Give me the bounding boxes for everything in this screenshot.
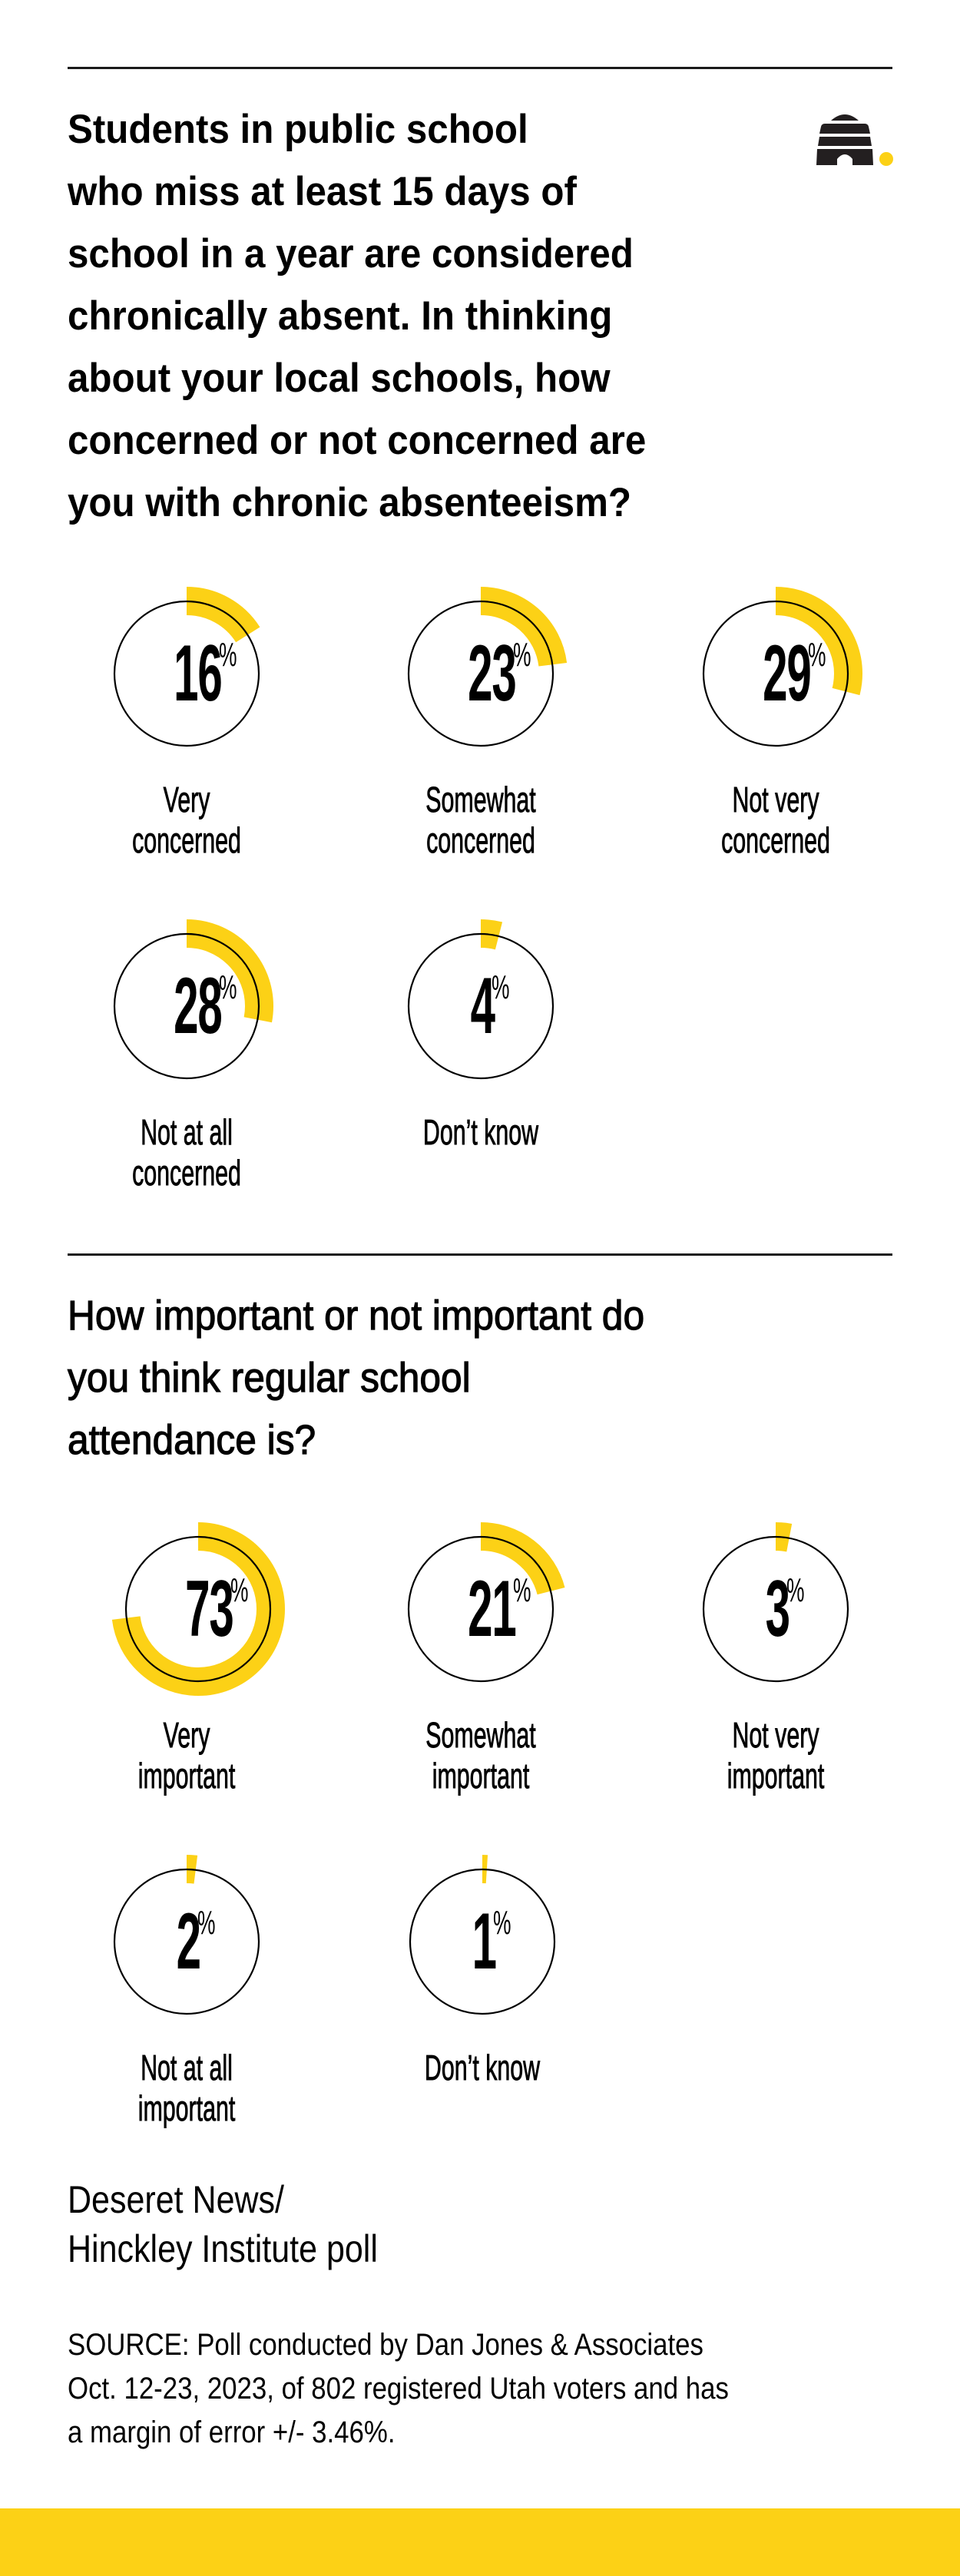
result-label: Somewhat concerned [425, 780, 536, 861]
ring-outline [702, 600, 849, 747]
percent-number: 21 [468, 1564, 517, 1654]
percent-ring: 16% [94, 581, 279, 766]
percent-sign: % [512, 1571, 531, 1609]
percent-sign: % [230, 1571, 249, 1609]
result-label: Very concerned [132, 780, 241, 861]
percent-number: 2 [176, 1897, 201, 1986]
percent-sign: % [218, 636, 237, 674]
percent-number: 29 [763, 629, 812, 718]
percent-number: 3 [765, 1564, 790, 1654]
percent-sign: % [492, 1904, 511, 1942]
result-label: Don’t know [424, 2048, 541, 2088]
percent-number: 23 [468, 629, 517, 718]
percent-sign: % [491, 968, 510, 1006]
percent-value: 2% [94, 1897, 279, 1986]
percent-value: 29% [684, 629, 868, 718]
result-label: Not at all important [137, 2048, 236, 2129]
percent-sign: % [197, 1904, 216, 1942]
result-label: Don’t know [422, 1112, 539, 1153]
result-dont-know-2: 1% Don’t know [359, 1849, 605, 2088]
percent-value: 4% [389, 962, 573, 1051]
result-not-very-important: 3% Not very important [653, 1517, 899, 1796]
result-not-at-all-important: 2% Not at all important [64, 1849, 310, 2129]
percent-ring: 28% [94, 914, 279, 1098]
percent-sign: % [807, 636, 826, 674]
ring-outline [124, 1535, 272, 1683]
question-1-heading: Students in public school who miss at le… [68, 107, 647, 525]
percent-number: 4 [470, 962, 495, 1051]
ring-outline [407, 932, 554, 1080]
percent-ring: 1% [390, 1849, 574, 2034]
percent-value: 21% [389, 1564, 573, 1654]
percent-value: 28% [94, 962, 279, 1051]
logo-dot [879, 152, 893, 166]
result-not-at-all-concerned: 28% Not at all concerned [64, 914, 310, 1194]
ring-outline [407, 1535, 554, 1683]
percent-value: 73% [106, 1564, 290, 1654]
source-note: SOURCE: Poll conducted by Dan Jones & As… [68, 2328, 729, 2449]
result-somewhat-concerned: 23% Somewhat concerned [358, 581, 604, 861]
result-somewhat-important: 21% Somewhat important [358, 1517, 604, 1796]
percent-sign: % [218, 968, 237, 1006]
ring-outline [407, 600, 554, 747]
percent-value: 1% [390, 1897, 574, 1986]
percent-sign: % [786, 1571, 805, 1609]
result-label: Somewhat important [425, 1715, 536, 1796]
percent-number: 1 [472, 1897, 497, 1986]
beehive-logo-icon [816, 114, 893, 166]
percent-number: 73 [185, 1564, 234, 1654]
result-label: Not at all concerned [132, 1112, 241, 1194]
result-very-concerned: 16% Very concerned [64, 581, 310, 861]
result-label: Not very important [727, 1715, 825, 1796]
ring-outline [702, 1535, 849, 1683]
ring-outline [409, 1868, 556, 2015]
result-not-very-concerned: 29% Not very concerned [653, 581, 899, 861]
percent-number: 16 [174, 629, 223, 718]
percent-ring: 21% [389, 1517, 573, 1701]
percent-ring: 3% [684, 1517, 868, 1701]
top-divider [68, 67, 892, 69]
percent-ring: 4% [389, 914, 573, 1098]
percent-ring: 73% [106, 1517, 290, 1701]
question-2-heading: How important or not important do you th… [67, 1292, 645, 1463]
ring-outline [113, 932, 260, 1080]
percent-value: 23% [389, 629, 573, 718]
percent-value: 16% [94, 629, 279, 718]
percent-ring: 2% [94, 1849, 279, 2034]
percent-ring: 23% [389, 581, 573, 766]
ring-outline [113, 600, 260, 747]
percent-ring: 29% [684, 581, 868, 766]
result-very-important: 73% Very important [75, 1517, 321, 1796]
result-label: Very important [137, 1715, 236, 1796]
percent-value: 3% [684, 1564, 868, 1654]
ring-outline [113, 1868, 260, 2015]
percent-sign: % [512, 636, 531, 674]
footer-accent-bar [0, 2508, 960, 2576]
result-label: Not very concerned [721, 780, 830, 861]
poll-credit: Deseret News/ Hinckley Institute poll [68, 2178, 378, 2270]
result-dont-know: 4% Don’t know [358, 914, 604, 1153]
section-divider [68, 1253, 892, 1256]
percent-number: 28 [174, 962, 223, 1051]
